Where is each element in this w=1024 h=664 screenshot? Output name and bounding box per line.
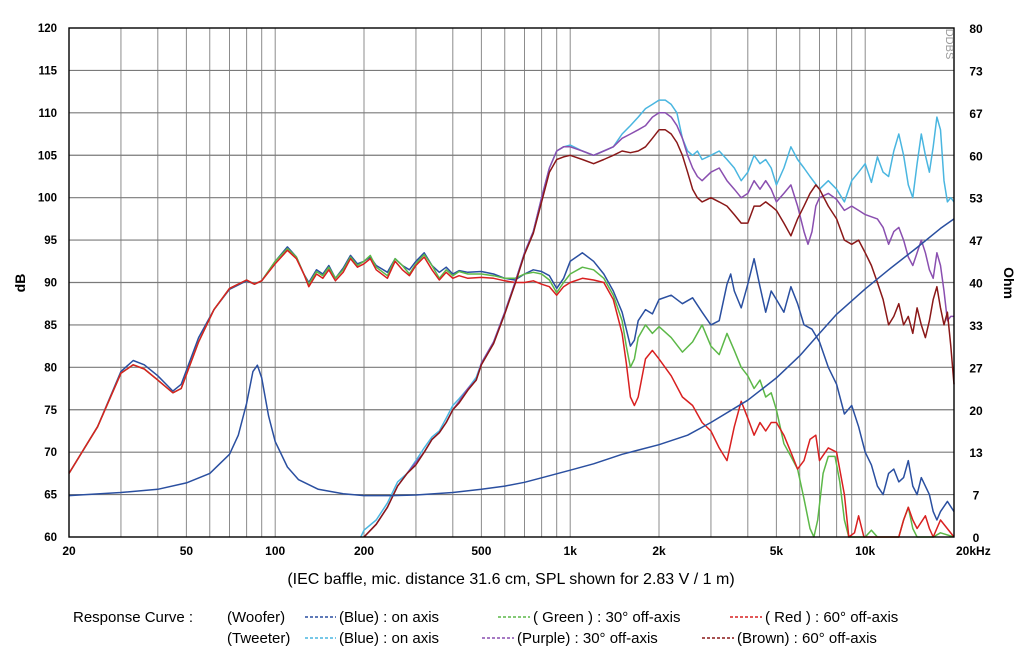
x-tick-label: 20kHz bbox=[956, 544, 991, 558]
legend: Response Curve : (Woofer) (Tweeter) (Blu… bbox=[73, 609, 898, 647]
y-axis-title: dB bbox=[12, 274, 28, 293]
y-tick-label: 65 bbox=[44, 490, 57, 502]
y-tick-label: 110 bbox=[38, 108, 57, 120]
y2-tick-label: 47 bbox=[969, 234, 983, 248]
legend-item-tweeter-brown: (Brown) : 60° off-axis bbox=[737, 630, 877, 647]
x-tick-label: 10k bbox=[855, 544, 875, 558]
series-line-4 bbox=[363, 112, 954, 538]
y-tick-label: 115 bbox=[38, 65, 57, 77]
x-tick-label: 200 bbox=[354, 544, 374, 558]
y2-tick-label: 53 bbox=[969, 192, 983, 206]
legend-row-label-woofer: (Woofer) bbox=[227, 609, 285, 626]
legend-item-woofer-blue: (Blue) : on axis bbox=[339, 609, 439, 626]
legend-item-tweeter-blue: (Blue) : on axis bbox=[339, 630, 439, 647]
legend-item-woofer-green: ( Green ) : 30° off-axis bbox=[533, 609, 680, 626]
y2-tick-label: 27 bbox=[969, 361, 983, 375]
x-tick-label: 2k bbox=[652, 544, 666, 558]
series-line-6 bbox=[68, 218, 955, 497]
y2-tick-label: 20 bbox=[969, 404, 983, 418]
legend-item-tweeter-purple: (Purple) : 30° off-axis bbox=[517, 630, 658, 647]
y2-tick-label: 0 bbox=[973, 531, 980, 545]
x-tick-label: 100 bbox=[265, 544, 285, 558]
legend-row-label-tweeter: (Tweeter) bbox=[227, 630, 290, 647]
y-tick-label: 90 bbox=[44, 278, 57, 290]
x-axis-caption: (IEC baffle, mic. distance 31.6 cm, SPL … bbox=[287, 571, 734, 588]
y2-tick-label: 80 bbox=[969, 22, 983, 36]
y2-axis-title: Ohm bbox=[1001, 267, 1017, 299]
x-tick-label: 20 bbox=[62, 544, 76, 558]
x-tick-label: 1k bbox=[564, 544, 578, 558]
y2-tick-label: 67 bbox=[969, 107, 983, 121]
legend-item-woofer-red: ( Red ) : 60° off-axis bbox=[765, 609, 898, 626]
y-tick-label: 60 bbox=[44, 532, 57, 544]
tick-labels: 20 50 100 200 500 1k 2k 5k 10k 20kHz6065707580859… bbox=[38, 22, 991, 558]
y-tick-label: 120 bbox=[38, 23, 57, 35]
series-line-0 bbox=[68, 246, 955, 521]
series-line-2 bbox=[68, 249, 955, 538]
y-tick-label: 105 bbox=[38, 150, 58, 162]
y-tick-label: 95 bbox=[44, 235, 57, 247]
y2-tick-label: 13 bbox=[969, 446, 983, 460]
legend-title: Response Curve : bbox=[73, 609, 193, 626]
y-tick-label: 75 bbox=[44, 405, 57, 417]
y2-tick-label: 60 bbox=[969, 149, 983, 163]
y-tick-label: 100 bbox=[38, 193, 57, 205]
watermark: DDBS bbox=[943, 29, 955, 60]
plot-frame bbox=[68, 27, 955, 538]
y-tick-label: 70 bbox=[44, 447, 57, 459]
y2-tick-label: 73 bbox=[969, 64, 983, 78]
x-tick-label: 50 bbox=[180, 544, 194, 558]
y2-tick-label: 40 bbox=[969, 277, 983, 291]
x-tick-label: 500 bbox=[471, 544, 491, 558]
series-lines bbox=[68, 99, 955, 538]
x-tick-label: 5k bbox=[770, 544, 784, 558]
y-tick-label: 85 bbox=[44, 320, 57, 332]
y-tick-label: 80 bbox=[44, 362, 57, 374]
y2-tick-label: 33 bbox=[969, 319, 983, 333]
series-line-5 bbox=[363, 129, 955, 538]
y2-tick-label: 7 bbox=[973, 489, 980, 503]
